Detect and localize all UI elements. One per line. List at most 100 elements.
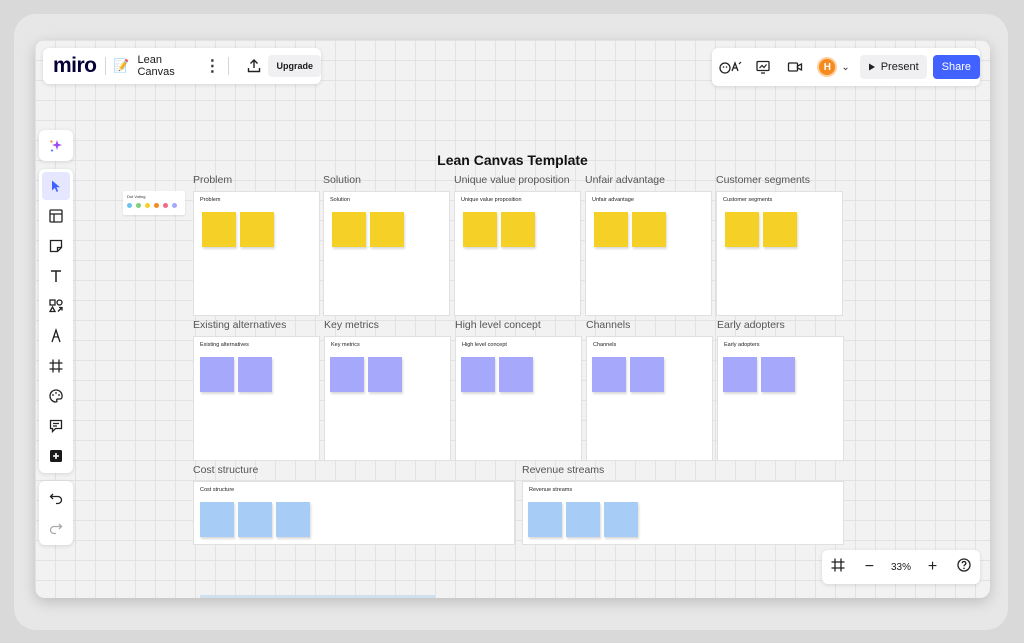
sticky-note[interactable] bbox=[723, 357, 757, 392]
sticky-note[interactable] bbox=[463, 212, 497, 247]
undo-icon bbox=[49, 493, 63, 505]
sticky-note[interactable] bbox=[761, 357, 795, 392]
pen-icon bbox=[51, 328, 61, 343]
card-early-adopters[interactable]: Early adopters bbox=[717, 336, 844, 461]
text-tool[interactable] bbox=[42, 262, 70, 290]
card-solution[interactable]: Solution bbox=[323, 191, 450, 316]
board-name[interactable]: Lean Canvas bbox=[137, 54, 175, 78]
chevron-down-icon[interactable]: ⌄ bbox=[841, 61, 850, 73]
more-options-button[interactable]: ⋮ bbox=[204, 58, 221, 75]
reactions-button[interactable] bbox=[718, 54, 744, 80]
sticky-note[interactable] bbox=[276, 502, 310, 537]
section-label-revenue: Revenue streams bbox=[522, 464, 605, 476]
sticky-note[interactable] bbox=[528, 502, 562, 537]
ai-assist-button[interactable] bbox=[42, 132, 70, 160]
card-title: Existing alternatives bbox=[200, 342, 249, 348]
sticky-note[interactable] bbox=[632, 212, 666, 247]
card-title: Early adopters bbox=[724, 342, 760, 348]
card-unfair-advantage[interactable]: Unfair advantage bbox=[585, 191, 712, 316]
scroll-indicator[interactable] bbox=[200, 595, 435, 598]
creation-tools bbox=[39, 169, 73, 473]
sticky-note[interactable] bbox=[370, 212, 404, 247]
vote-dot bbox=[154, 203, 159, 208]
sticky-note[interactable] bbox=[501, 212, 535, 247]
upgrade-button[interactable]: Upgrade bbox=[268, 55, 321, 77]
stickers-tool[interactable] bbox=[42, 382, 70, 410]
upload-icon bbox=[247, 59, 261, 73]
collab-toolbar: H ⌄ Present Share bbox=[712, 48, 980, 86]
fit-to-screen-button[interactable] bbox=[828, 557, 848, 578]
select-tool[interactable] bbox=[42, 172, 70, 200]
sticky-note[interactable] bbox=[330, 357, 364, 392]
layout-icon bbox=[49, 209, 63, 223]
frame-tool[interactable] bbox=[42, 352, 70, 380]
section-label-uvp: Unique value proposition bbox=[454, 174, 570, 186]
card-title: High level concept bbox=[462, 342, 507, 348]
sticky-note[interactable] bbox=[200, 357, 234, 392]
card-problem[interactable]: Problem bbox=[193, 191, 320, 316]
palette-icon bbox=[49, 389, 63, 403]
widget-title: Dot Voting bbox=[127, 194, 146, 199]
card-customer-segments[interactable]: Customer segments bbox=[716, 191, 843, 316]
card-revenue-streams[interactable]: Revenue streams bbox=[522, 481, 844, 545]
board-emoji: 📝 bbox=[113, 58, 130, 73]
help-button[interactable] bbox=[954, 557, 974, 578]
sticky-note[interactable] bbox=[594, 212, 628, 247]
section-label-adopters: Early adopters bbox=[717, 319, 785, 331]
sticky-note[interactable] bbox=[592, 357, 626, 392]
sticky-note[interactable] bbox=[200, 502, 234, 537]
sticky-note[interactable] bbox=[368, 357, 402, 392]
sticky-note[interactable] bbox=[238, 502, 272, 537]
video-call-button[interactable] bbox=[782, 54, 808, 80]
help-icon bbox=[957, 557, 971, 572]
cursor-icon bbox=[52, 180, 60, 192]
sticky-note[interactable] bbox=[499, 357, 533, 392]
card-key-metrics[interactable]: Key metrics bbox=[324, 336, 451, 461]
card-title: Solution bbox=[330, 197, 350, 203]
section-label-metrics: Key metrics bbox=[324, 319, 379, 331]
sticky-note-icon bbox=[49, 239, 63, 253]
redo-button[interactable] bbox=[42, 514, 70, 542]
section-label-unfair: Unfair advantage bbox=[585, 174, 665, 186]
export-button[interactable] bbox=[245, 55, 262, 77]
presentation-icon bbox=[756, 60, 770, 74]
zoom-level[interactable]: 33% bbox=[890, 561, 911, 573]
card-title: Revenue streams bbox=[529, 487, 573, 493]
zoom-in-button[interactable]: + bbox=[927, 558, 938, 575]
section-label-channels: Channels bbox=[586, 319, 631, 331]
shapes-tool[interactable] bbox=[42, 292, 70, 320]
zoom-out-button[interactable]: − bbox=[864, 558, 875, 575]
pen-tool[interactable] bbox=[42, 322, 70, 350]
undo-button[interactable] bbox=[42, 484, 70, 512]
present-button[interactable]: Present bbox=[859, 55, 927, 79]
more-tools-button[interactable] bbox=[42, 442, 70, 470]
card-uvp[interactable]: Unique value proposition bbox=[454, 191, 581, 316]
share-button[interactable]: Share bbox=[932, 55, 980, 79]
sticky-note[interactable] bbox=[332, 212, 366, 247]
sticky-note-tool[interactable] bbox=[42, 232, 70, 260]
miro-logo: miro bbox=[53, 54, 97, 77]
sticky-note[interactable] bbox=[725, 212, 759, 247]
card-high-level-concept[interactable]: High level concept bbox=[455, 336, 582, 461]
zoom-controls: − 33% + bbox=[822, 550, 980, 584]
dot-voting-widget[interactable]: Dot Voting bbox=[123, 191, 185, 215]
templates-tool[interactable] bbox=[42, 202, 70, 230]
card-existing-alternatives[interactable]: Existing alternatives bbox=[193, 336, 320, 461]
sticky-note[interactable] bbox=[566, 502, 600, 537]
sticky-note[interactable] bbox=[763, 212, 797, 247]
comment-tool[interactable] bbox=[42, 412, 70, 440]
sticky-note[interactable] bbox=[604, 502, 638, 537]
presentation-button[interactable] bbox=[750, 54, 776, 80]
card-channels[interactable]: Channels bbox=[586, 336, 713, 461]
sticky-note[interactable] bbox=[202, 212, 236, 247]
card-cost-structure[interactable]: Cost structure bbox=[193, 481, 515, 545]
play-icon bbox=[868, 63, 875, 71]
frame-icon bbox=[49, 359, 63, 373]
sticky-note[interactable] bbox=[238, 357, 272, 392]
present-label: Present bbox=[880, 61, 919, 73]
sticky-note[interactable] bbox=[240, 212, 274, 247]
sticky-note[interactable] bbox=[630, 357, 664, 392]
board-canvas[interactable]: miro 📝 Lean Canvas ⋮ Upgrade H ⌄ Present… bbox=[35, 40, 990, 598]
sticky-note[interactable] bbox=[461, 357, 495, 392]
user-avatar[interactable]: H bbox=[817, 57, 838, 77]
